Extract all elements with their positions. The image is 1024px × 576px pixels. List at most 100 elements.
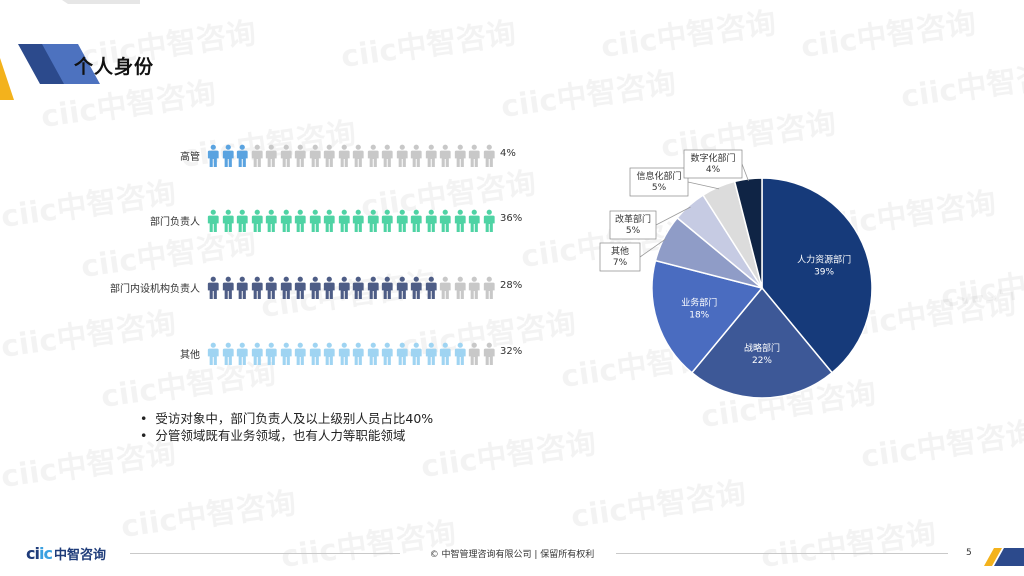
person-icon xyxy=(323,144,335,167)
footer-decoration xyxy=(984,548,1024,566)
slice-value-label: 22% xyxy=(752,356,772,366)
person-icon xyxy=(323,342,335,365)
logo-mark: ciic xyxy=(26,544,53,563)
person-icon xyxy=(425,144,437,167)
person-icon xyxy=(265,209,277,232)
callout-box xyxy=(683,149,743,179)
person-icon xyxy=(309,342,321,365)
person-icon xyxy=(396,144,408,167)
person-icon xyxy=(294,342,306,365)
person-icon xyxy=(468,209,480,232)
slice-value-label: 7% xyxy=(613,258,628,268)
pictogram-row: 部门负责人 36% xyxy=(100,209,540,233)
callout-box xyxy=(629,167,689,197)
person-icon xyxy=(468,276,480,299)
person-icon xyxy=(323,209,335,232)
leader-line xyxy=(741,163,749,181)
person-icon xyxy=(425,209,437,232)
person-icon xyxy=(236,276,248,299)
person-icon xyxy=(338,209,350,232)
person-icon xyxy=(381,342,393,365)
person-icon xyxy=(381,276,393,299)
person-icon xyxy=(454,209,466,232)
person-icon xyxy=(251,209,263,232)
person-icon xyxy=(294,276,306,299)
person-icon xyxy=(454,276,466,299)
pictogram-row: 部门内设机构负责人 28% xyxy=(100,276,540,300)
callout-box xyxy=(609,210,657,240)
person-icon xyxy=(294,144,306,167)
slice-name-label: 信息化部门 xyxy=(636,170,681,182)
slice-value-label: 18% xyxy=(689,310,709,320)
pictogram-row: 其他 32% xyxy=(100,342,540,366)
person-icon xyxy=(251,342,263,365)
person-icon xyxy=(294,209,306,232)
person-icon xyxy=(396,209,408,232)
pictogram-icons xyxy=(206,144,496,168)
person-icon xyxy=(439,342,451,365)
person-icon xyxy=(251,144,263,167)
footer-copyright: © 中智管理咨询有限公司 | 保留所有权利 xyxy=(429,550,595,560)
pictogram-row: 高管 4% xyxy=(100,144,540,168)
person-icon xyxy=(323,276,335,299)
person-icon xyxy=(367,276,379,299)
person-icon xyxy=(381,144,393,167)
person-icon xyxy=(338,276,350,299)
pie-slice xyxy=(690,286,834,399)
person-icon xyxy=(483,276,495,299)
person-icon xyxy=(222,209,234,232)
person-icon xyxy=(280,209,292,232)
person-icon xyxy=(265,276,277,299)
person-icon xyxy=(468,144,480,167)
person-icon xyxy=(454,342,466,365)
person-icon xyxy=(381,209,393,232)
person-icon xyxy=(338,342,350,365)
person-icon xyxy=(265,144,277,167)
slice-value-label: 5% xyxy=(626,226,641,236)
slice-value-label: 39% xyxy=(814,268,834,278)
person-icon xyxy=(222,342,234,365)
slice-name-label: 业务部门 xyxy=(681,296,717,308)
pie-slice xyxy=(733,177,763,289)
person-icon xyxy=(468,342,480,365)
company-logo: ciic 中智咨询 xyxy=(26,544,106,563)
person-icon xyxy=(425,276,437,299)
person-icon xyxy=(338,144,350,167)
pictogram-row-label: 高管 xyxy=(180,152,200,163)
leader-line xyxy=(639,238,667,258)
person-icon xyxy=(236,209,248,232)
leader-line xyxy=(655,206,691,226)
slice-name-label: 战略部门 xyxy=(744,342,780,354)
person-icon xyxy=(439,209,451,232)
person-icon xyxy=(207,342,219,365)
pie-slice xyxy=(651,259,764,374)
pictogram-icons xyxy=(206,342,496,366)
person-icon xyxy=(439,144,451,167)
pictogram-icons xyxy=(206,276,496,300)
person-icon xyxy=(207,144,219,167)
pictogram-row-value: 32% xyxy=(500,346,523,357)
pictogram-row-value: 28% xyxy=(500,280,523,291)
bullet-item: 分管领域既有业务领域，也有人力等职能领域 xyxy=(140,427,433,444)
person-icon xyxy=(483,209,495,232)
person-icon xyxy=(410,209,422,232)
person-icon xyxy=(410,144,422,167)
person-icon xyxy=(396,342,408,365)
logo-text: 中智咨询 xyxy=(53,548,106,563)
key-findings-list: 受访对象中，部门负责人及以上级别人员占比40% 分管领域既有业务领域，也有人力等… xyxy=(140,410,433,444)
pictogram-row-value: 36% xyxy=(500,213,523,224)
person-icon xyxy=(309,144,321,167)
person-icon xyxy=(367,209,379,232)
pictogram-row-value: 4% xyxy=(500,148,516,159)
slice-value-label: 4% xyxy=(706,165,721,175)
person-icon xyxy=(222,144,234,167)
person-icon xyxy=(367,144,379,167)
slice-name-label: 改革部门 xyxy=(615,213,651,225)
